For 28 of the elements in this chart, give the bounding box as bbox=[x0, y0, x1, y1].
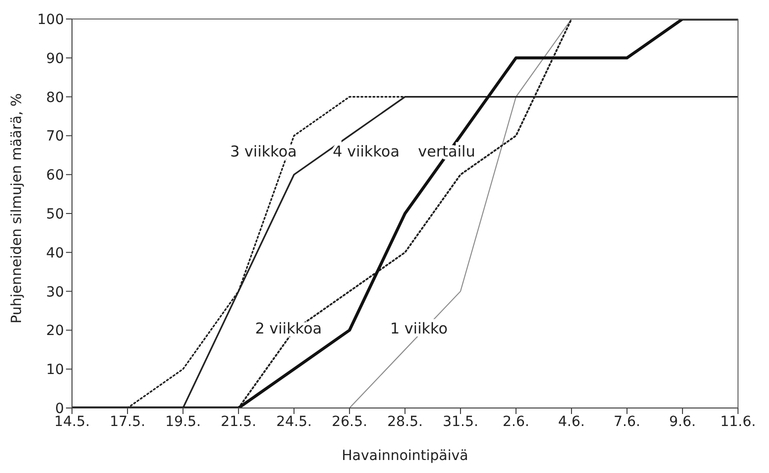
line-series bbox=[349, 19, 572, 408]
y-tick-label: 20 bbox=[46, 323, 64, 340]
y-tick-label: 70 bbox=[46, 128, 64, 145]
series-label: 3 viikkoa bbox=[230, 142, 297, 161]
y-tick-label: 30 bbox=[46, 284, 64, 300]
y-tick-label: 50 bbox=[46, 206, 64, 222]
y-axis-title: Puhjenneiden silmujen määrä, % bbox=[8, 93, 25, 324]
x-tick-label: 26.5. bbox=[332, 414, 368, 430]
series-label: 4 viikkoa bbox=[332, 142, 400, 161]
y-tick-label: 40 bbox=[46, 245, 64, 262]
x-tick-label: 4.6. bbox=[558, 414, 585, 430]
x-tick-label: 17.5. bbox=[110, 414, 146, 430]
x-tick-label: 19.5. bbox=[165, 414, 201, 430]
x-tick-label: 24.5. bbox=[276, 414, 312, 430]
y-tick-label: 60 bbox=[46, 168, 64, 184]
x-tick-label: 11.6. bbox=[720, 414, 756, 430]
y-tick-label: 10 bbox=[46, 362, 64, 378]
series-label: 1 viikko bbox=[390, 320, 448, 338]
x-tick-label: 7.6. bbox=[614, 414, 640, 430]
y-tick-label: 90 bbox=[46, 50, 64, 67]
x-axis-title: Havainnointipäivä bbox=[342, 448, 468, 464]
x-tick-label: 28.5. bbox=[387, 414, 423, 430]
x-tick-label: 31.5. bbox=[442, 414, 478, 430]
x-tick-label: 21.5. bbox=[220, 414, 256, 430]
x-tick-label: 9.6. bbox=[669, 414, 696, 430]
y-tick-label: 100 bbox=[37, 12, 64, 28]
y-tick-label: 80 bbox=[46, 90, 64, 106]
x-tick-label: 2.6. bbox=[502, 414, 530, 430]
